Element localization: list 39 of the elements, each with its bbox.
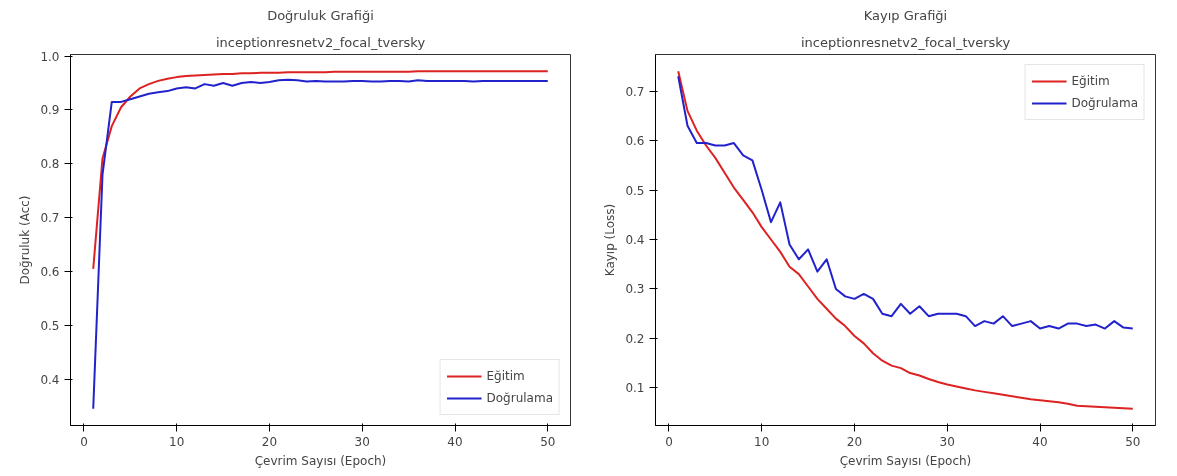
y-tick-label: 0.7 xyxy=(625,84,645,99)
x-tick-label: 10 xyxy=(169,434,185,449)
x-tick-label: 30 xyxy=(939,434,955,449)
x-axis-title: Çevrim Sayısı (Epoch) xyxy=(254,453,387,468)
x-tick-label: 50 xyxy=(540,434,556,449)
y-tick-label: 0.5 xyxy=(625,183,645,198)
y-tick-label: 0.8 xyxy=(40,157,60,172)
y-axis-title: Kayıp (Loss) xyxy=(603,203,618,277)
y-tick-label: 0.6 xyxy=(40,265,60,279)
x-tick-label: 40 xyxy=(1032,434,1048,449)
y-tick-label: 0.3 xyxy=(625,282,645,297)
y-tick-label: 1.0 xyxy=(40,49,60,64)
chart-title: Doğruluk Grafiği xyxy=(267,7,374,23)
legend-label: Doğrulama xyxy=(486,391,553,405)
line-series xyxy=(92,70,549,270)
legend-label: Eğitim xyxy=(1071,74,1110,88)
x-tick-label: 30 xyxy=(354,434,370,449)
chart-subtitle: inceptionresnetv2_focal_tversky xyxy=(800,34,1011,50)
y-tick-label: 0.1 xyxy=(625,381,645,396)
y-tick-label: 0.7 xyxy=(40,211,60,226)
x-tick-label: 40 xyxy=(447,434,463,449)
legend-label: Eğitim xyxy=(486,369,525,383)
legend-label: Doğrulama xyxy=(1071,96,1138,110)
x-tick-label: 20 xyxy=(261,434,278,449)
y-tick-label: 0.4 xyxy=(40,372,60,387)
x-tick-label: 0 xyxy=(665,434,673,449)
y-tick-label: 0.2 xyxy=(625,331,645,346)
x-tick-label: 50 xyxy=(1125,434,1141,449)
chart-title: Kayıp Grafiği xyxy=(863,7,948,23)
y-axis-title: Doğruluk (Acc) xyxy=(18,195,33,285)
y-tick-label: 0.4 xyxy=(625,233,645,248)
x-tick-label: 20 xyxy=(846,434,863,449)
x-axis-title: Çevrim Sayısı (Epoch) xyxy=(839,453,972,468)
y-tick-label: 0.6 xyxy=(625,134,645,149)
y-tick-label: 0.5 xyxy=(40,318,60,333)
chart-subtitle: inceptionresnetv2_focal_tversky xyxy=(215,34,426,50)
x-tick-label: 0 xyxy=(80,434,88,449)
y-tick-label: 0.9 xyxy=(40,103,60,118)
x-tick-label: 10 xyxy=(754,434,770,449)
